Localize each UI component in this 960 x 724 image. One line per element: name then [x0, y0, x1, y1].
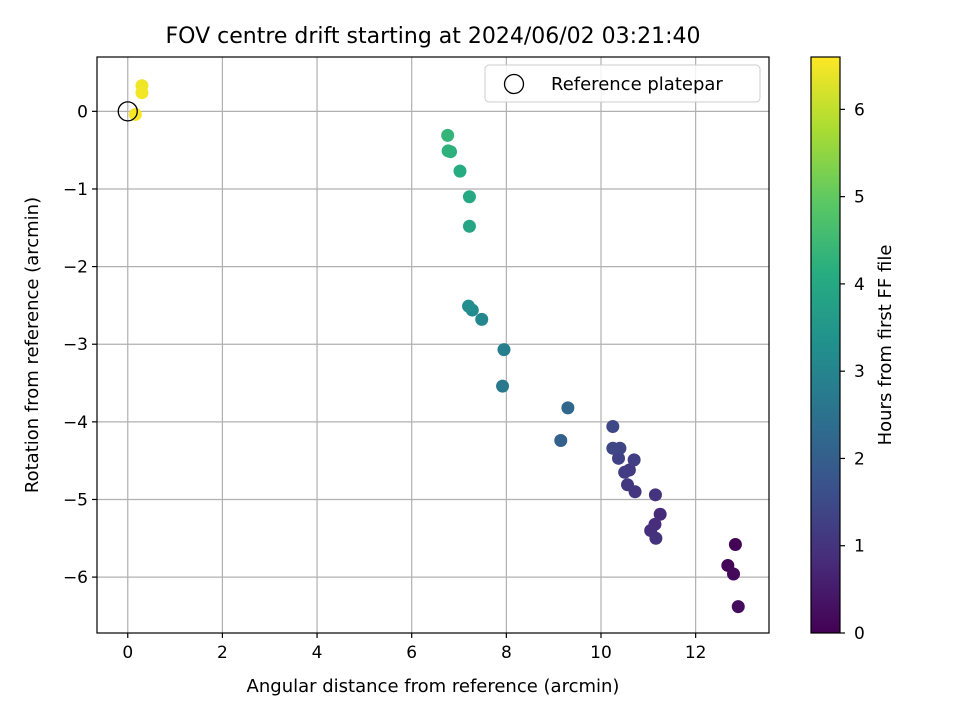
colorbar-tick-label: 4: [854, 275, 865, 295]
legend: Reference platepar: [484, 64, 761, 103]
y-tick-label: −4: [63, 413, 88, 433]
data-point: [554, 433, 568, 447]
y-tick-label: −1: [63, 180, 88, 200]
y-axis-ticks: 0 −1 −2 −3 −4 −5 −6: [63, 102, 97, 588]
data-point: [461, 299, 475, 313]
x-tick-label: 12: [685, 643, 707, 663]
reference-layer: [117, 101, 138, 122]
data-points: [128, 79, 745, 614]
colorbar-tick-label: 3: [854, 362, 865, 382]
data-point: [462, 190, 476, 204]
legend-reference-marker: [503, 73, 525, 95]
colorbar-gradient: [810, 56, 841, 634]
data-point: [653, 507, 667, 521]
data-point: [561, 401, 575, 415]
data-point: [606, 441, 620, 455]
x-tick-label: 2: [217, 643, 228, 663]
data-point: [731, 600, 745, 614]
data-point: [621, 478, 635, 492]
y-axis-label: Rotation from reference (arcmin): [22, 197, 43, 493]
x-tick-label: 4: [312, 643, 323, 663]
data-point: [627, 453, 641, 467]
y-tick-label: −3: [63, 335, 88, 355]
y-tick-label: −6: [63, 568, 88, 588]
y-tick-label: 0: [77, 102, 88, 122]
data-point: [496, 379, 510, 393]
plot-area: 0 2 4 6 8 10 12 0 −1 −2 −3 −4 −5 −6: [63, 56, 770, 663]
data-point: [606, 420, 620, 434]
data-point: [441, 144, 455, 158]
colorbar-ticks: 0 1 2 3 4 5 6: [840, 100, 865, 644]
reference-platepar-marker: [117, 101, 138, 122]
x-axis-ticks: 0 2 4 6 8 10 12: [122, 633, 706, 663]
legend-box: [484, 64, 761, 103]
legend-reference-label: Reference platepar: [551, 74, 723, 95]
x-axis-label: Angular distance from reference (arcmin): [247, 676, 620, 697]
x-tick-label: 6: [406, 643, 417, 663]
data-point: [128, 107, 142, 121]
colorbar: 0 1 2 3 4 5 6 Hours from first FF file: [810, 56, 896, 644]
data-point: [649, 531, 663, 545]
data-point: [497, 343, 511, 357]
colorbar-tick-label: 5: [854, 188, 865, 208]
colorbar-tick-label: 1: [854, 537, 865, 557]
data-point: [618, 465, 632, 479]
data-point: [648, 488, 662, 502]
plot-frame: [96, 56, 770, 634]
data-point: [612, 451, 626, 465]
data-point: [441, 128, 455, 142]
data-point: [727, 567, 741, 581]
grid-lines: [97, 57, 769, 633]
chart-title: FOV centre drift starting at 2024/06/02 …: [166, 24, 701, 49]
colorbar-label: Hours from first FF file: [875, 245, 896, 446]
data-point: [475, 312, 489, 326]
data-point: [462, 219, 476, 233]
y-tick-label: −5: [63, 490, 88, 510]
x-tick-label: 8: [501, 643, 512, 663]
data-point: [453, 164, 467, 178]
y-tick-label: −2: [63, 258, 88, 278]
colorbar-tick-label: 0: [854, 624, 865, 644]
plot-background: [97, 57, 769, 633]
data-point: [728, 538, 742, 552]
data-point: [135, 86, 149, 100]
colorbar-tick-label: 2: [854, 449, 865, 469]
colorbar-tick-label: 6: [854, 100, 865, 120]
x-tick-label: 10: [590, 643, 612, 663]
x-tick-label: 0: [122, 643, 133, 663]
